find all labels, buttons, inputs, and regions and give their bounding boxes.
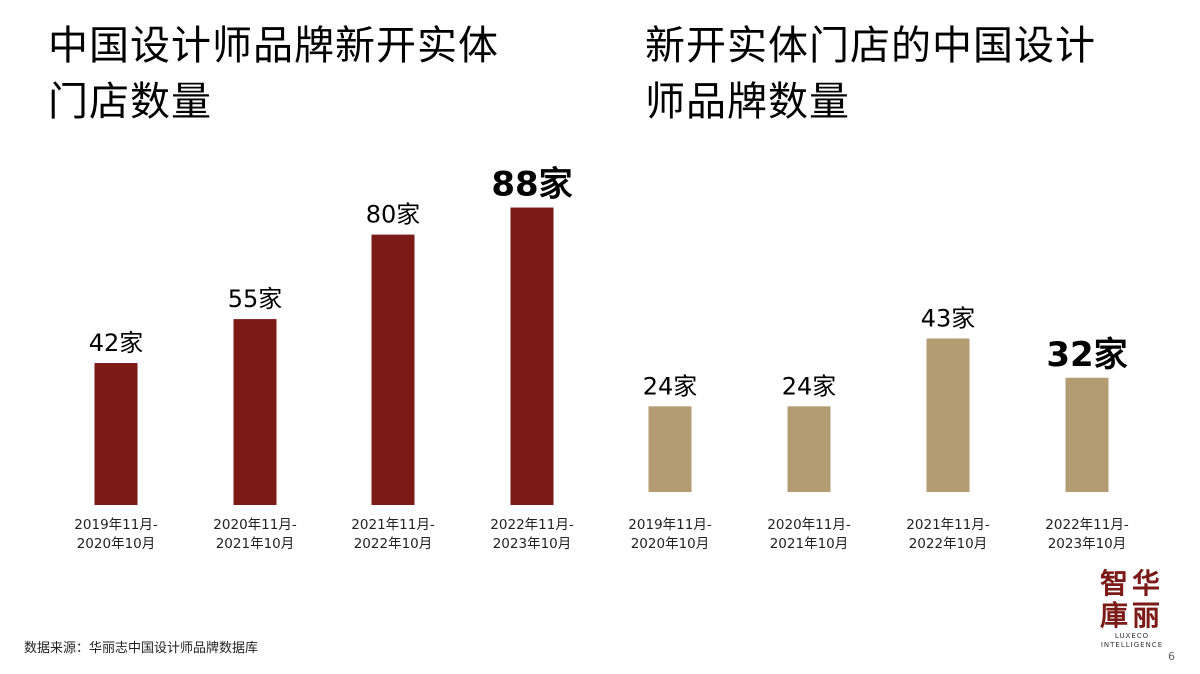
bar-2 [233, 319, 277, 505]
category-label-2-line-1: 2020年11月- [213, 517, 297, 533]
page-number: 6 [1168, 650, 1175, 663]
data-label-3: 80家 [366, 201, 421, 229]
data-label-4: 32家 [1046, 335, 1127, 375]
category-label-2-line-1: 2020年11月- [767, 517, 851, 533]
right-chart-title: 新开实体门店的中国设计 师品牌数量 [645, 18, 1200, 130]
bar-3 [926, 338, 970, 492]
bar-1 [94, 363, 138, 505]
category-label-3-line-2: 2022年10月 [909, 536, 988, 552]
bar-1 [648, 406, 692, 492]
data-source-note: 数据来源：华丽志中国设计师品牌数据库 [24, 641, 259, 656]
category-label-1-line-2: 2020年10月 [77, 536, 156, 552]
right-chart-title-line-1: 新开实体门店的中国设计 [645, 23, 1096, 69]
logo-cn-line-1: 智华 [1099, 567, 1164, 600]
category-label-4-line-1: 2022年11月- [490, 517, 574, 533]
bar-3 [371, 234, 415, 505]
category-label-4-line-1: 2022年11月- [1045, 517, 1129, 533]
category-label-4-line-2: 2023年10月 [1048, 536, 1127, 552]
category-label-3-line-1: 2021年11月- [351, 517, 435, 533]
data-label-1: 24家 [643, 372, 698, 400]
category-label-3-line-1: 2021年11月- [906, 517, 990, 533]
logo-en-line-1: LUXECO [1114, 632, 1150, 640]
category-label-4-line-2: 2023年10月 [493, 536, 572, 552]
logo-en-line-2: INTELLIGENCE [1100, 641, 1164, 649]
left-chart-title-line-2: 门店数量 [48, 79, 212, 125]
data-label-1: 42家 [89, 329, 144, 357]
right-chart-title-line-2: 师品牌数量 [645, 79, 850, 125]
data-label-2: 55家 [228, 285, 283, 313]
left-chart-title: 中国设计师品牌新开实体 门店数量 [48, 18, 608, 130]
data-label-3: 43家 [921, 304, 976, 332]
bar-4 [510, 207, 554, 505]
data-label-2: 24家 [782, 372, 837, 400]
left-chart-title-line-1: 中国设计师品牌新开实体 [48, 23, 499, 69]
category-label-1-line-2: 2020年10月 [631, 536, 710, 552]
luxeco-intelligence-logo: 智华 庫丽 LUXECO INTELLIGENCE [1096, 568, 1168, 660]
category-label-3-line-2: 2022年10月 [354, 536, 433, 552]
bar-4 [1065, 377, 1109, 492]
logo-cn-line-2: 庫丽 [1099, 599, 1164, 632]
category-label-1-line-1: 2019年11月- [74, 517, 158, 533]
category-label-1-line-1: 2019年11月- [628, 517, 712, 533]
category-label-2-line-2: 2021年10月 [770, 536, 849, 552]
data-label-4: 88家 [491, 165, 572, 205]
bar-2 [787, 406, 831, 492]
category-label-2-line-2: 2021年10月 [216, 536, 295, 552]
